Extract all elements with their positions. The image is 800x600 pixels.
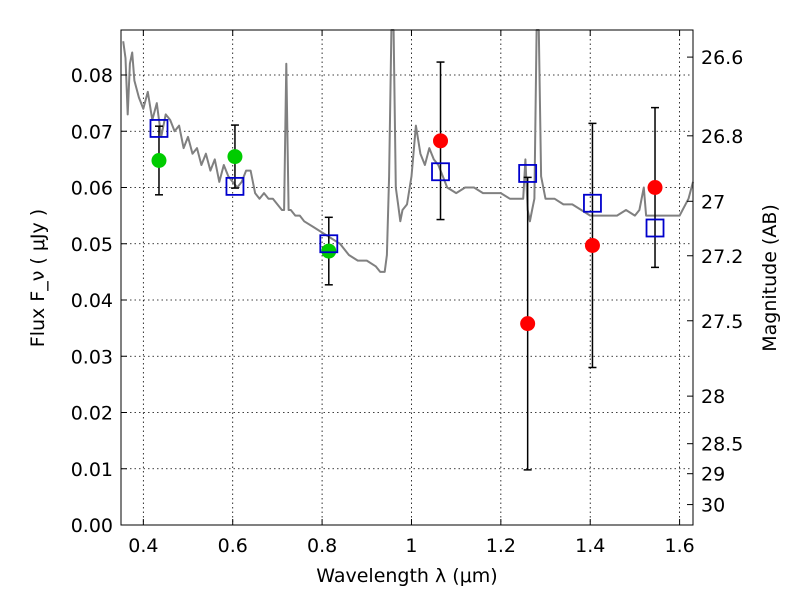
- data-point: [520, 316, 536, 332]
- model-square: [149, 119, 169, 138]
- y-tick-label: 0.02: [71, 403, 113, 425]
- mag-tick-label: 27: [701, 191, 725, 213]
- x-tick-label: 0.6: [218, 535, 248, 557]
- error-bars: [154, 61, 660, 471]
- y-tick-label: 0.03: [71, 346, 113, 368]
- x-axis-label: Wavelength λ (μm): [316, 565, 497, 587]
- model-square: [583, 193, 602, 213]
- x-tick-label: 0.8: [307, 535, 337, 557]
- y-tick-label: 0.06: [71, 178, 113, 200]
- model-square: [431, 162, 450, 182]
- y-tick-label: 0.05: [71, 234, 113, 256]
- data-point: [647, 180, 663, 195]
- model-square: [645, 218, 665, 238]
- model-spectrum: [122, 29, 694, 273]
- x-tick-label: 1: [405, 535, 417, 557]
- x-tick-label: 1.6: [664, 535, 694, 557]
- y-tick-label: 0.08: [71, 65, 113, 87]
- plot-frame: [120, 29, 694, 526]
- x-tick-label: 0.4: [128, 535, 158, 557]
- tick-labels: 0.4 0.6 0.8 1 1.2 1.4 1.6 0.00 0.01 0.02 0.03 0.04 0…: [71, 47, 744, 557]
- y-tick-label: 0.00: [71, 515, 113, 537]
- mag-tick-label: 30: [701, 495, 725, 517]
- y2-axis-label: Magnitude (AB): [759, 204, 781, 352]
- mag-tick-label: 28: [701, 386, 725, 408]
- data-point: [584, 237, 600, 253]
- data-point: [151, 153, 167, 168]
- mag-tick-label: 29: [701, 464, 725, 486]
- y-tick-label: 0.04: [71, 290, 113, 312]
- data-point: [321, 243, 337, 259]
- model-square: [518, 164, 538, 183]
- mag-tick-label: 26.8: [701, 126, 743, 148]
- data-point: [227, 149, 243, 165]
- mag-tick-label: 26.6: [701, 47, 743, 69]
- data-points: [149, 119, 665, 332]
- x-tick-label: 1.4: [575, 535, 605, 557]
- grid-lines: [121, 30, 693, 526]
- mag-tick-label: 27.5: [701, 311, 743, 333]
- model-square: [225, 176, 245, 196]
- spectrum-line: [122, 29, 694, 273]
- mag-tick-label: 27.2: [701, 246, 743, 268]
- mag-tick-label: 28.5: [701, 434, 743, 456]
- model-square: [319, 234, 339, 254]
- axis-ticks: [121, 30, 693, 526]
- data-point: [433, 133, 449, 149]
- y-axis-label: Flux F_ν ( μJy ): [27, 209, 49, 347]
- y-tick-label: 0.01: [71, 459, 113, 481]
- x-tick-label: 1.2: [486, 535, 516, 557]
- y-tick-label: 0.07: [71, 121, 113, 143]
